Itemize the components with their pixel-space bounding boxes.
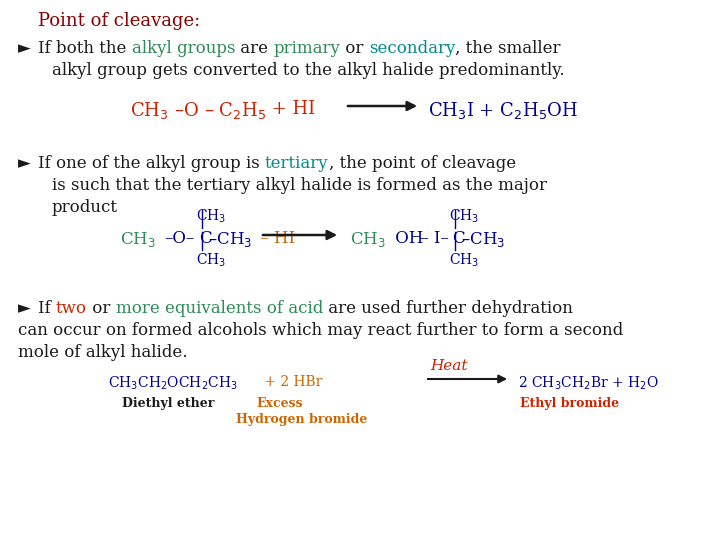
Text: Heat: Heat bbox=[430, 359, 467, 373]
Text: or: or bbox=[341, 40, 369, 57]
Text: CH$_3$: CH$_3$ bbox=[449, 208, 480, 225]
Text: alkyl group gets converted to the alkyl halide predominantly.: alkyl group gets converted to the alkyl … bbox=[52, 62, 564, 79]
Text: C: C bbox=[452, 230, 464, 247]
Text: is such that the tertiary alkyl halide is formed as the major: is such that the tertiary alkyl halide i… bbox=[52, 177, 547, 194]
Text: are: are bbox=[235, 40, 274, 57]
Text: primary: primary bbox=[274, 40, 341, 57]
Text: –O – C$_2$H$_5$: –O – C$_2$H$_5$ bbox=[168, 100, 266, 121]
Text: ►: ► bbox=[18, 40, 31, 57]
Text: Diethyl ether: Diethyl ether bbox=[122, 397, 215, 410]
Text: two: two bbox=[56, 300, 87, 317]
Text: C: C bbox=[199, 230, 212, 247]
Text: CH$_3$: CH$_3$ bbox=[120, 230, 156, 249]
Text: can occur on formed alcohols which may react further to form a second: can occur on formed alcohols which may r… bbox=[18, 322, 624, 339]
Text: If both the: If both the bbox=[38, 40, 132, 57]
Text: –CH$_3$: –CH$_3$ bbox=[461, 230, 505, 249]
Text: mole of alkyl halide.: mole of alkyl halide. bbox=[18, 344, 187, 361]
Text: Hydrogen bromide: Hydrogen bromide bbox=[236, 413, 367, 426]
Text: product: product bbox=[52, 199, 118, 216]
Text: If: If bbox=[38, 300, 56, 317]
Text: OH: OH bbox=[390, 230, 423, 247]
Text: alkyl groups: alkyl groups bbox=[132, 40, 235, 57]
Text: 2 CH$_3$CH$_2$Br + H$_2$O: 2 CH$_3$CH$_2$Br + H$_2$O bbox=[518, 375, 659, 393]
Text: CH$_3$: CH$_3$ bbox=[350, 230, 386, 249]
Text: tertiary: tertiary bbox=[265, 155, 328, 172]
Text: CH$_3$: CH$_3$ bbox=[130, 100, 168, 121]
Text: Excess: Excess bbox=[256, 397, 302, 410]
Text: – I–: – I– bbox=[415, 230, 449, 247]
Text: + HI: + HI bbox=[266, 100, 315, 118]
Text: are used further dehydration: are used further dehydration bbox=[323, 300, 573, 317]
Text: or: or bbox=[87, 300, 116, 317]
Text: secondary: secondary bbox=[369, 40, 455, 57]
Text: If one of the alkyl group is: If one of the alkyl group is bbox=[38, 155, 265, 172]
Text: –CH$_3$: –CH$_3$ bbox=[208, 230, 252, 249]
Text: + 2 HBr: + 2 HBr bbox=[260, 375, 323, 389]
Text: CH$_3$: CH$_3$ bbox=[196, 208, 226, 225]
Text: – HI: – HI bbox=[255, 230, 295, 247]
Text: CH$_3$I + C$_2$H$_5$OH: CH$_3$I + C$_2$H$_5$OH bbox=[428, 100, 578, 121]
Text: Point of cleavage:: Point of cleavage: bbox=[38, 12, 200, 30]
Text: CH$_3$: CH$_3$ bbox=[196, 252, 226, 269]
Text: CH$_3$CH$_2$OCH$_2$CH$_3$: CH$_3$CH$_2$OCH$_2$CH$_3$ bbox=[108, 375, 238, 393]
Text: CH$_3$: CH$_3$ bbox=[449, 252, 480, 269]
Text: , the point of cleavage: , the point of cleavage bbox=[328, 155, 516, 172]
Text: –O–: –O– bbox=[164, 230, 194, 247]
Text: more equivalents of acid: more equivalents of acid bbox=[116, 300, 323, 317]
Text: , the smaller: , the smaller bbox=[455, 40, 561, 57]
Text: ►: ► bbox=[18, 155, 31, 172]
Text: Ethyl bromide: Ethyl bromide bbox=[520, 397, 619, 410]
Text: ►: ► bbox=[18, 300, 31, 317]
